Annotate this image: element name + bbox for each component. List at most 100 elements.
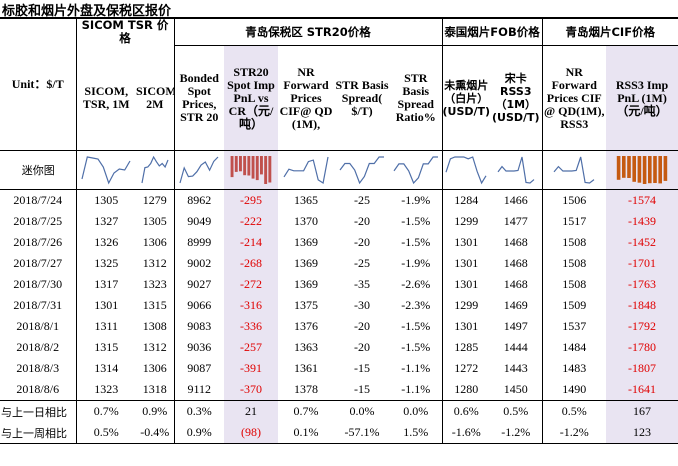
cell-8: 1299 — [454, 298, 479, 312]
cell-2: 1306 — [136, 358, 175, 379]
cell-1: 1315 — [94, 340, 119, 354]
row-date: 2018/8/3 — [0, 358, 77, 379]
cell-9: 1444 — [490, 337, 543, 358]
sparkline-bar-11-7 — [648, 156, 652, 184]
cell-7: -1.1% — [390, 379, 443, 401]
cell-11: -1701 — [606, 253, 678, 274]
cell-10: 1509 — [562, 298, 587, 312]
cell-5: 1369 — [294, 277, 318, 291]
row-date: 2018/7/25 — [0, 211, 77, 232]
footer-cell-11: 123 — [606, 422, 678, 444]
price-table: Unit：$/T SICOM TSR 价格 青岛保税区 STR20价格 泰国烟片… — [0, 17, 678, 444]
sparkline-cell-8 — [442, 150, 491, 190]
cell-4: -391 — [224, 358, 278, 379]
cell-4: -222 — [224, 211, 278, 232]
footer-cell-2: 0.9% — [136, 400, 175, 422]
cell-5: 1375 — [294, 298, 318, 312]
sparkline-path-8 — [445, 156, 487, 185]
table-row: 2018/8/1 1311 1308 9083 -336 1376 -20 -1.5% 1301… — [0, 316, 678, 337]
column-header-3: Bonded Spot Prices, STR 20 — [179, 71, 219, 124]
cell-10: 1537 — [562, 319, 587, 333]
column-header-1: SICOM, TSR, 1M — [82, 83, 130, 111]
cell-9: 1450 — [490, 379, 543, 401]
sparkline-row: 迷你图 — [0, 150, 678, 190]
cell-6: -35 — [354, 277, 370, 291]
cell-10: 1490 — [562, 382, 587, 396]
cell-1: 1314 — [94, 361, 119, 375]
sparkline-cell-2 — [136, 150, 175, 190]
cell-4: -257 — [224, 337, 278, 358]
sparkline-bar-4-7 — [255, 156, 259, 181]
table-row: 2018/7/24 1305 1279 8962 -295 1365 -25 -1.9% 128… — [0, 189, 678, 211]
footer-cell-7: 0.0% — [390, 400, 443, 422]
cell-11: -1574 — [606, 189, 678, 211]
footer-cell-5: 0.1% — [278, 422, 334, 444]
sparkline-bar-4-6 — [251, 156, 255, 179]
cell-4: -214 — [224, 232, 278, 253]
cell-6: -25 — [354, 193, 370, 207]
sparkline-bar-11-4 — [632, 156, 637, 182]
cell-2: 1315 — [136, 295, 175, 316]
cell-9: 1477 — [490, 211, 543, 232]
cell-10: 1508 — [562, 256, 587, 270]
footer-label: 与上一周相比 — [0, 422, 77, 444]
sparkline-cell-9 — [490, 150, 543, 190]
group-header-row: Unit：$/T SICOM TSR 价格 青岛保税区 STR20价格 泰国烟片… — [0, 17, 678, 151]
sparkline-2 — [141, 155, 169, 184]
row-date: 2018/8/2 — [0, 337, 77, 358]
sparkline-1 — [81, 156, 131, 185]
cell-11: -1439 — [606, 211, 678, 232]
cell-11: -1807 — [606, 358, 678, 379]
column-header-9: 宋卡RSS3（1M）(USD/T) — [490, 45, 543, 151]
cell-7: -1.9% — [390, 189, 443, 211]
sparkline-path-10 — [553, 156, 595, 184]
table-row: 2018/8/3 1314 1306 9087 -391 1361 -15 -1.1% 1272… — [0, 358, 678, 379]
cell-5: 1361 — [294, 361, 318, 375]
sparkline-bar-11-5 — [637, 156, 642, 183]
sparkline-path-9 — [497, 156, 535, 184]
cell-9: 1466 — [490, 189, 543, 211]
sparkline-bar-4-2 — [234, 156, 238, 172]
cell-11: -1780 — [606, 337, 678, 358]
cell-1: 1311 — [94, 319, 119, 333]
cell-2: 1306 — [136, 232, 175, 253]
cell-3: 9036 — [187, 340, 212, 354]
sparkline-bar-4-4 — [243, 156, 247, 176]
footer-cell-7: 1.5% — [390, 422, 443, 444]
column-header-2: SICOM,TSR, 2M — [136, 45, 175, 151]
cell-7: -1.5% — [390, 232, 443, 253]
cell-8: 1285 — [454, 340, 479, 354]
cell-2: 1318 — [136, 379, 175, 401]
footer-cell-3: 0.3% — [174, 400, 224, 422]
cell-2: 1279 — [136, 189, 175, 211]
cell-6: -20 — [354, 319, 370, 333]
column-header-10: NR Forward Prices CIF @ QD(1M), RSS3 — [544, 64, 605, 131]
footer-cell-8: 0.6% — [442, 400, 491, 422]
cell-1: 1325 — [94, 256, 119, 270]
cell-10: 1508 — [562, 235, 587, 249]
cell-11: -1763 — [606, 274, 678, 295]
sparkline-path-2 — [141, 155, 169, 184]
sparkline-6 — [339, 156, 384, 185]
footer-cell-11: 167 — [606, 400, 678, 422]
cell-6: -15 — [354, 361, 370, 375]
table-row: 2018/7/25 1327 1305 9049 -222 1370 -20 -1.5% 129… — [0, 211, 678, 232]
footer-cell-10: -1.2% — [542, 422, 607, 444]
sparkline-bar-11-2 — [622, 156, 626, 178]
column-header-6: STR Basis Spread( $/T) — [335, 77, 389, 118]
cell-5: 1378 — [294, 382, 318, 396]
cell-11: -1848 — [606, 295, 678, 316]
cell-10: 1506 — [562, 193, 587, 207]
row-date: 2018/8/6 — [0, 379, 77, 401]
cell-1: 1317 — [94, 277, 119, 291]
column-header-8: 未熏烟片（白片）(USD/T) — [442, 78, 491, 118]
sparkline-7 — [393, 156, 438, 185]
cell-2: 1308 — [136, 316, 175, 337]
table-row: 2018/7/30 1317 1323 9027 -272 1369 -35 -2.6% 130… — [0, 274, 678, 295]
cell-8: 1272 — [454, 361, 479, 375]
cell-7: -1.5% — [390, 316, 443, 337]
mini-label: 迷你图 — [0, 150, 77, 190]
footer-cell-5: 0.7% — [278, 400, 334, 422]
cell-2: 1305 — [136, 211, 175, 232]
